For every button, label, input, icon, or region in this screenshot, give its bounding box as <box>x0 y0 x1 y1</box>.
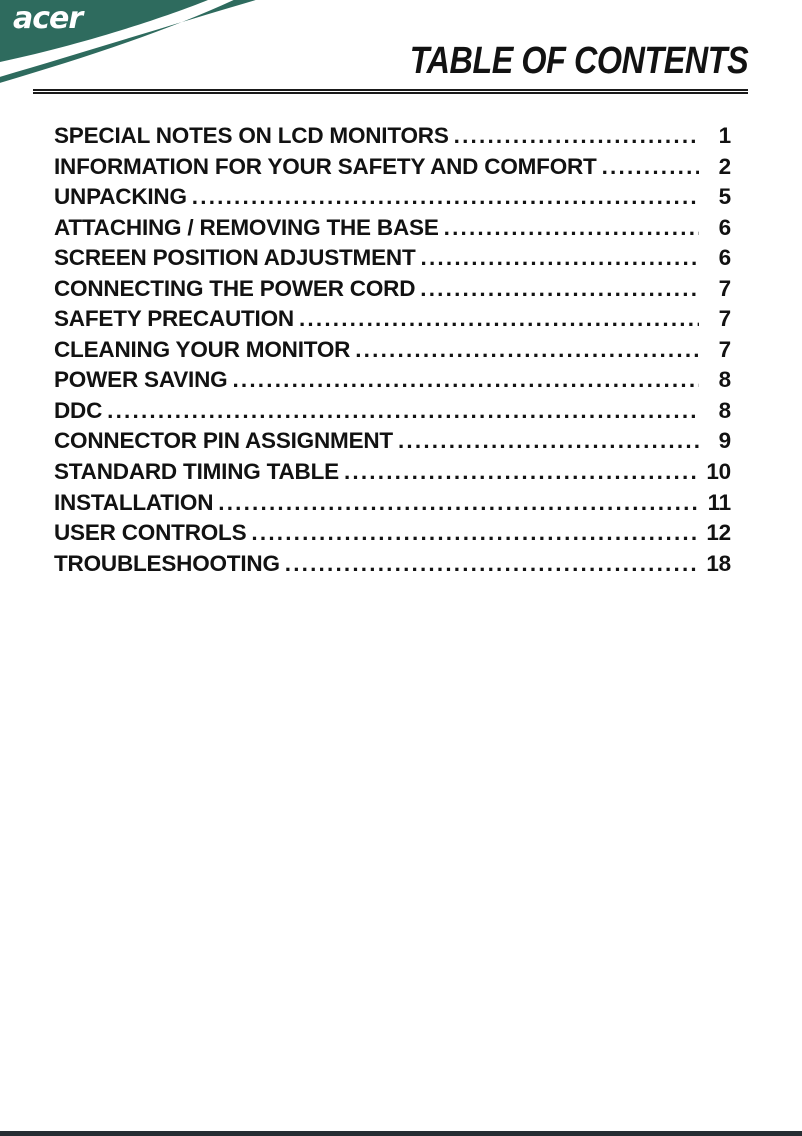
toc-entry-page: 8 <box>718 397 732 423</box>
toc-entry-label: CLEANING YOUR MONITOR <box>54 336 351 362</box>
toc-entry-page: 12 <box>706 520 731 546</box>
toc-leader-dots <box>107 396 699 427</box>
toc-entry-label: SCREEN POSITION ADJUSTMENT <box>54 245 416 271</box>
toc-leader-dots <box>218 488 699 519</box>
toc-entry-label: ATTACHING / REMOVING THE BASE <box>54 214 439 240</box>
footer-bar <box>0 1131 802 1136</box>
toc-leader-dots <box>602 152 699 183</box>
toc-entry-page: 8 <box>718 367 732 393</box>
acer-swoosh-graphic <box>0 0 256 83</box>
toc-leader-dots <box>251 518 699 549</box>
toc-entry-label: SPECIAL NOTES ON LCD MONITORS <box>54 123 449 148</box>
toc-entry: USER CONTROLS 12 <box>54 518 731 549</box>
toc-leader-dots <box>420 274 699 305</box>
toc-entry: INSTALLATION 11 <box>54 488 731 519</box>
toc-entry: INFORMATION FOR YOUR SAFETY AND COMFORT 2 <box>54 152 731 183</box>
toc-entry: POWER SAVING 8 <box>54 365 731 396</box>
toc-leader-dots <box>344 457 699 488</box>
toc-list: SPECIAL NOTES ON LCD MONITORS 1 INFORMATIO… <box>54 121 731 579</box>
toc-entry-label: USER CONTROLS <box>54 520 247 546</box>
toc-leader-dots <box>421 243 699 274</box>
toc-leader-dots <box>398 426 699 457</box>
toc-entry-page: 2 <box>718 153 732 179</box>
toc-entry: CONNECTING THE POWER CORD 7 <box>54 274 731 305</box>
toc-entry-page: 6 <box>718 245 732 271</box>
toc-leader-dots <box>192 182 699 213</box>
toc-entry-page: 7 <box>718 306 732 332</box>
swoosh-thin-arc <box>0 0 256 83</box>
toc-entry: DDC 8 <box>54 396 731 427</box>
toc-entry-page: 10 <box>706 459 731 485</box>
toc-entry: TROUBLESHOOTING 18 <box>54 549 731 580</box>
toc-entry-page: 11 <box>707 489 732 515</box>
toc-entry: SPECIAL NOTES ON LCD MONITORS 1 <box>54 121 731 152</box>
toc-entry: CLEANING YOUR MONITOR 7 <box>54 335 731 366</box>
toc-leader-dots <box>454 121 699 152</box>
toc-entry: STANDARD TIMING TABLE 10 <box>54 457 731 488</box>
toc-entry: CONNECTOR PIN ASSIGNMENT 9 <box>54 426 731 457</box>
toc-leader-dots <box>232 365 699 396</box>
toc-entry: SAFETY PRECAUTION 7 <box>54 304 731 335</box>
acer-logo: acer <box>13 1 83 36</box>
toc-entry-label: SAFETY PRECAUTION <box>54 306 294 332</box>
toc-entry-label: CONNECTING THE POWER CORD <box>54 275 416 301</box>
toc-entry-label: INFORMATION FOR YOUR SAFETY AND COMFORT <box>54 153 597 179</box>
toc-leader-dots <box>299 304 699 335</box>
page-title: TABLE OF CONTENTS <box>409 40 749 82</box>
header-rule <box>33 89 748 94</box>
toc-entry-label: CONNECTOR PIN ASSIGNMENT <box>54 428 393 454</box>
toc-leader-dots <box>355 335 699 366</box>
toc-entry-label: UNPACKING <box>54 184 187 210</box>
toc-entry-label: DDC <box>54 397 103 423</box>
toc-entry-label: STANDARD TIMING TABLE <box>54 459 339 485</box>
toc-entry-page: 5 <box>718 184 732 210</box>
toc-entry-page: 7 <box>718 275 732 301</box>
toc-entry: SCREEN POSITION ADJUSTMENT 6 <box>54 243 731 274</box>
swoosh-green-wedge <box>0 0 208 62</box>
toc-entry-page: 1 <box>718 123 732 148</box>
toc-entry-page: 9 <box>718 428 732 454</box>
toc-entry-page: 7 <box>718 336 732 362</box>
toc-entry: ATTACHING / REMOVING THE BASE 6 <box>54 213 731 244</box>
toc-entry-label: TROUBLESHOOTING <box>54 550 280 576</box>
toc-leader-dots <box>444 213 699 244</box>
toc-entry-page: 6 <box>718 214 732 240</box>
toc-entry-label: INSTALLATION <box>54 489 214 515</box>
toc-leader-dots <box>285 549 699 580</box>
toc-entry-label: POWER SAVING <box>54 367 228 393</box>
toc-entry-page: 18 <box>706 550 731 576</box>
toc-entry: UNPACKING 5 <box>54 182 731 213</box>
